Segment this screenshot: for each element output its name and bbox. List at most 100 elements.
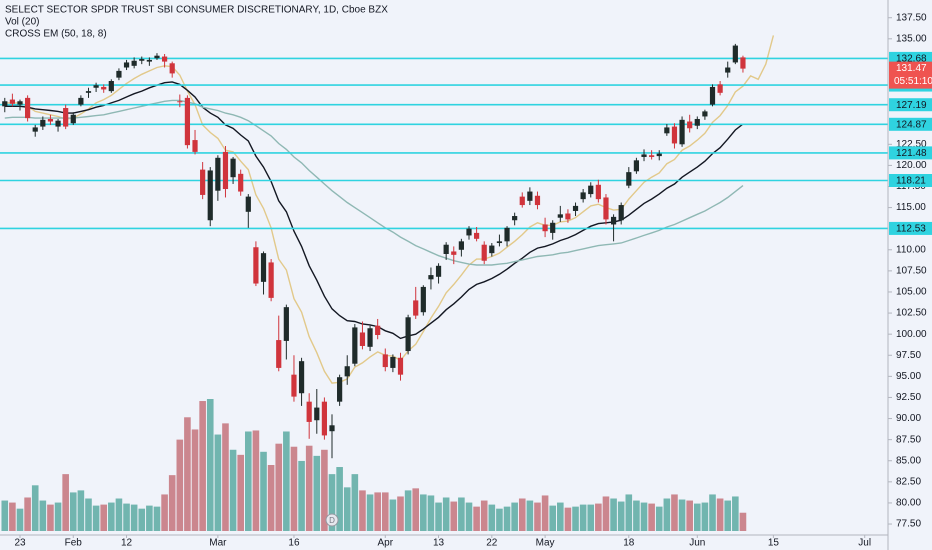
- volume-bar: [617, 501, 625, 531]
- volume-bar: [260, 451, 267, 531]
- volume-bar: [739, 512, 747, 531]
- candle-body: [413, 300, 419, 316]
- volume-bar: [359, 490, 366, 531]
- volume-bar: [184, 417, 191, 531]
- volume-bar: [130, 504, 138, 531]
- candle-body: [344, 366, 350, 377]
- y-tick-label: 87.50: [896, 434, 921, 445]
- volume-bar: [496, 508, 503, 531]
- candle-body: [207, 170, 213, 221]
- volume-bar: [610, 498, 617, 531]
- candle-body: [116, 70, 122, 78]
- candle-body: [519, 196, 525, 206]
- volume-bar: [275, 443, 283, 531]
- level-label: 124.87: [896, 119, 927, 130]
- candle-body: [633, 160, 640, 172]
- volume-bar: [602, 496, 610, 531]
- volume-bar: [176, 439, 184, 531]
- candle-body: [550, 222, 556, 233]
- volume-bar: [199, 401, 206, 531]
- volume-bar: [153, 506, 161, 531]
- candle-body: [139, 59, 145, 61]
- y-tick-label: 135.00: [896, 33, 927, 44]
- candle-body: [78, 97, 84, 105]
- volume-bar: [237, 454, 244, 531]
- y-tick-label: 82.50: [896, 476, 921, 487]
- moving-average-line: [4, 35, 775, 384]
- candle-body: [504, 227, 510, 242]
- candle-body: [283, 307, 289, 341]
- x-tick-label: Apr: [377, 538, 393, 549]
- candle-body: [390, 356, 396, 368]
- candle-body: [649, 155, 655, 157]
- volume-bar: [222, 423, 229, 531]
- candle-body: [580, 192, 586, 200]
- candle-body: [595, 184, 601, 200]
- candle-body: [70, 114, 76, 124]
- volume-bar: [1, 500, 9, 531]
- y-tick-label: 95.00: [896, 371, 921, 382]
- volume-bar: [686, 500, 693, 531]
- candle-body: [451, 251, 457, 255]
- volume-bar: [397, 496, 404, 531]
- volume-bar: [351, 474, 359, 531]
- x-tick-label: 23: [14, 538, 26, 549]
- candle-body: [63, 108, 69, 127]
- candle-body: [215, 157, 221, 191]
- volume-bar: [511, 502, 518, 531]
- candle-body: [603, 197, 609, 220]
- candle-body: [694, 118, 700, 126]
- volume-bar: [336, 467, 343, 531]
- volume-bar: [328, 474, 336, 531]
- y-tick-label: 85.00: [896, 455, 921, 466]
- y-tick-label: 122.50: [896, 139, 927, 150]
- candle-body: [40, 119, 46, 127]
- volume-bar: [488, 504, 496, 531]
- volume-bar: [564, 507, 572, 531]
- candle-body: [146, 59, 152, 62]
- candle-body: [245, 196, 251, 212]
- volume-bar: [640, 502, 648, 531]
- candle-body: [268, 262, 274, 298]
- y-tick-label: 115.00: [896, 202, 926, 213]
- candle-body: [200, 169, 206, 195]
- volume-bar: [648, 503, 655, 531]
- volume-bar: [450, 501, 458, 531]
- level-label: 132.68: [896, 54, 927, 65]
- candle-body: [352, 327, 358, 364]
- volume-bar: [100, 504, 108, 531]
- volume-bar: [305, 445, 313, 531]
- volume-bar: [77, 490, 85, 531]
- volume-bar: [709, 494, 716, 531]
- candle-body: [47, 118, 54, 122]
- candle-body: [298, 361, 305, 394]
- candle-body: [725, 67, 731, 73]
- candle-body: [9, 99, 15, 104]
- candle-body: [321, 401, 327, 436]
- volume-bar: [9, 502, 16, 531]
- volume-bar: [526, 500, 534, 531]
- candle-body: [489, 245, 495, 254]
- candle-body: [32, 127, 38, 132]
- volume-bar: [678, 499, 686, 531]
- candle-body: [618, 205, 624, 221]
- volume-bar: [267, 465, 275, 531]
- candle-body: [664, 127, 670, 134]
- volume-bar: [557, 502, 564, 531]
- volume-bar: [283, 431, 290, 531]
- volume-bar: [191, 429, 199, 531]
- volume-bar: [39, 500, 47, 531]
- volume-bar: [404, 490, 412, 531]
- candle-body: [527, 191, 533, 201]
- candle-body: [329, 425, 335, 432]
- candle-body: [161, 56, 168, 62]
- candle-body: [184, 97, 191, 146]
- volume-bar: [595, 503, 602, 531]
- y-tick-label: 92.50: [896, 392, 921, 403]
- candle-body: [512, 216, 518, 221]
- volume-bar: [663, 498, 671, 531]
- candle-body: [572, 205, 579, 211]
- volume-bar: [47, 504, 54, 531]
- candle-body: [55, 120, 61, 127]
- x-tick-label: 18: [623, 538, 635, 549]
